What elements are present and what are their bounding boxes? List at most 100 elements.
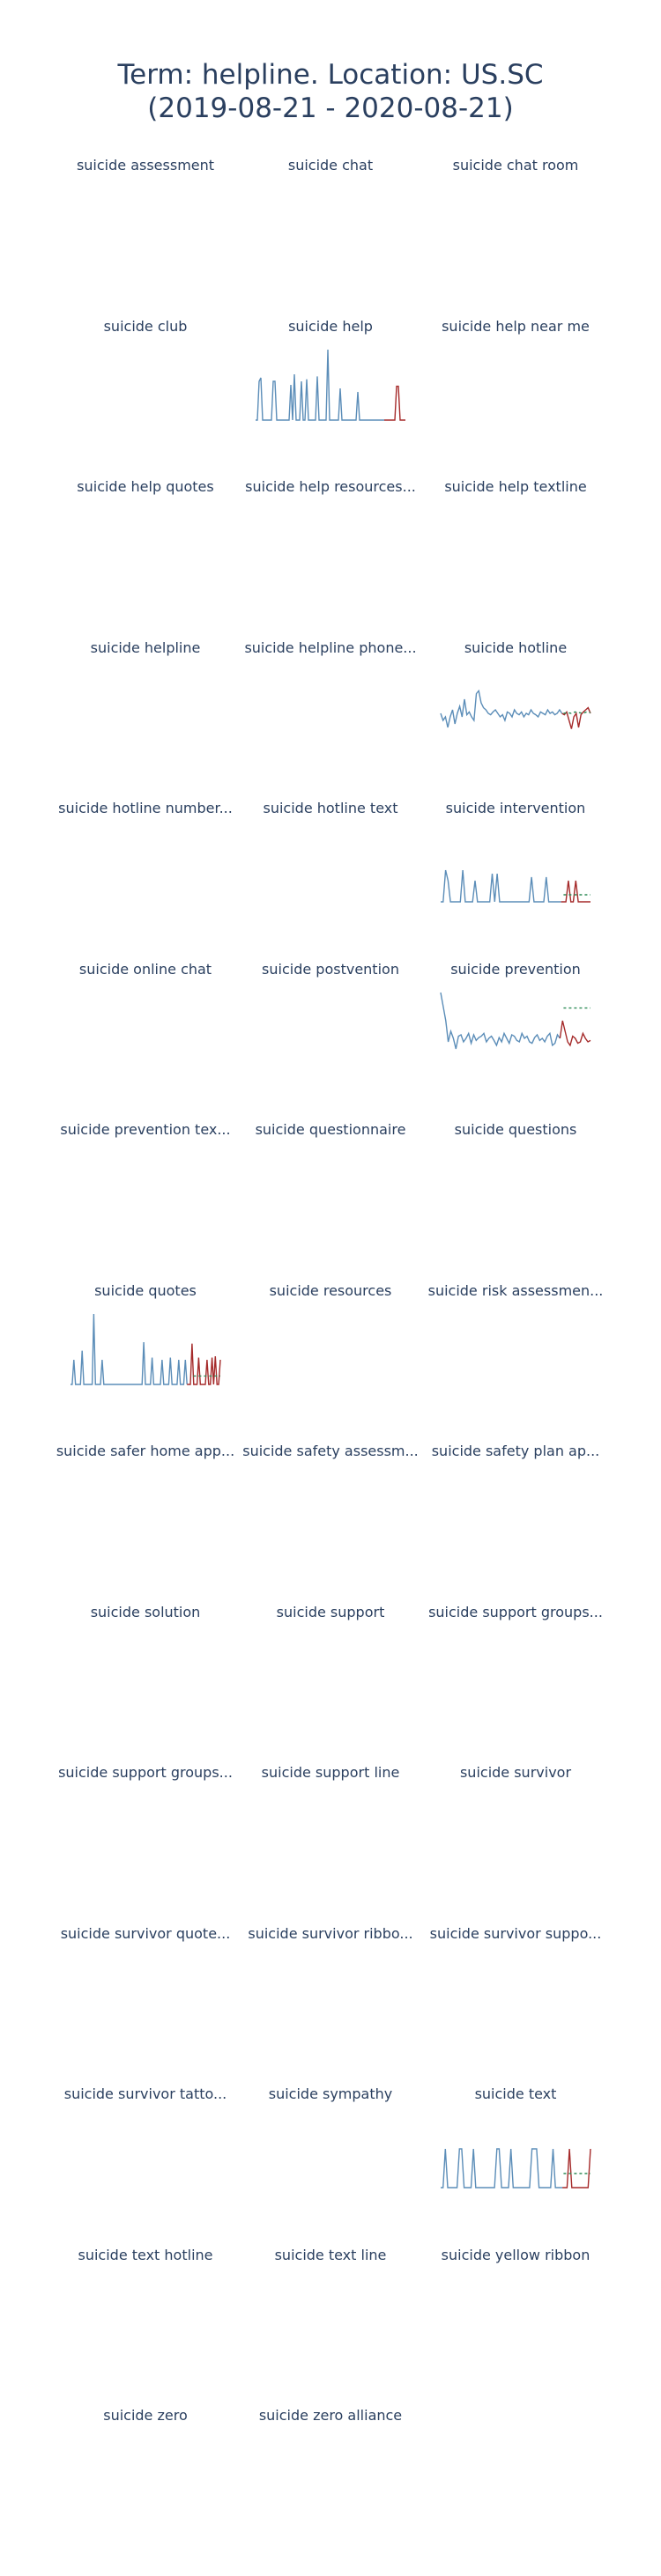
panel-sparkline <box>441 869 590 903</box>
panel-title: suicide intervention <box>445 800 586 816</box>
chart-panel: suicide sympathy <box>247 2085 414 2218</box>
panel-title: suicide hotline text <box>263 800 398 816</box>
panel-sparkline <box>440 992 591 1049</box>
panel-title: suicide chat room <box>452 157 579 173</box>
chart-panel: suicide prevention tex... <box>60 1121 230 1253</box>
panel-title: suicide text hotline <box>78 2246 213 2263</box>
panel-title: suicide online chat <box>78 960 212 978</box>
panel-title: suicide yellow ribbon <box>441 2246 590 2263</box>
chart-title-line1: Term: helpline. Location: US.SC <box>117 59 544 91</box>
panel-title: suicide solution <box>90 1603 201 1620</box>
panel-title: suicide survivor quote... <box>60 1924 231 1942</box>
panel-title: suicide prevention tex... <box>60 1121 231 1138</box>
chart-panel: suicide postvention <box>247 961 414 1093</box>
panel-title: suicide text <box>474 2085 557 2102</box>
chart-panel: suicide zero alliance <box>247 2407 414 2539</box>
panel-sparkline <box>256 349 405 421</box>
chart-title-line2: (2019-08-21 - 2020-08-21) <box>147 92 514 124</box>
recent-series-line <box>187 1343 221 1385</box>
panel-title: suicide support <box>276 1603 385 1620</box>
chart-panel: suicide hotline <box>432 639 599 771</box>
chart-title: Term: helpline. Location: US.SC (2019-08… <box>0 58 661 125</box>
panel-title: suicide safety assessm... <box>242 1443 419 1459</box>
panel-title: suicide help near me <box>442 317 590 335</box>
panel-title: suicide support line <box>261 1764 400 1781</box>
chart-panel: suicide prevention <box>432 961 599 1093</box>
history-series-line <box>256 349 384 421</box>
history-series-line <box>441 2148 563 2188</box>
chart-panel: suicide questionnaire <box>247 1121 414 1253</box>
chart-panel: suicide helpline phone... <box>244 639 416 771</box>
panel-title: suicide support groups... <box>58 1764 233 1781</box>
panel-title: suicide hotline number... <box>58 800 233 816</box>
panel-title: suicide sympathy <box>268 2085 393 2102</box>
panel-title: suicide helpline phone... <box>244 638 417 656</box>
panel-title: suicide help quotes <box>77 478 214 495</box>
history-series-line <box>71 1313 188 1385</box>
chart-panel: suicide risk assessmen... <box>428 1282 604 1414</box>
chart-panel: suicide help quotes <box>62 478 229 610</box>
chart-panel: suicide support <box>247 1604 414 1736</box>
chart-panel: suicide questions <box>432 1121 599 1253</box>
chart-panel: suicide help near me <box>432 318 599 450</box>
history-series-line <box>441 869 561 903</box>
panel-title: suicide safer home app... <box>56 1443 235 1459</box>
panel-sparkline <box>441 2148 591 2188</box>
chart-panel: suicide text line <box>247 2247 414 2379</box>
chart-panel: suicide survivor quote... <box>61 1925 231 2057</box>
panel-title: suicide postvention <box>262 960 399 978</box>
chart-panel: suicide help resources... <box>245 478 416 610</box>
chart-panel: suicide quotes <box>62 1282 229 1414</box>
chart-panel: suicide assessment <box>62 157 229 289</box>
panel-title: suicide text line <box>274 2246 387 2263</box>
panel-title: suicide survivor suppo... <box>429 1924 602 1942</box>
panel-title: suicide chat <box>287 157 374 173</box>
chart-panel: suicide help textline <box>432 478 599 610</box>
panel-title: suicide help resources... <box>245 478 416 495</box>
chart-panel: suicide support line <box>247 1764 414 1896</box>
chart-panel: suicide safety assessm... <box>242 1443 419 1575</box>
chart-panel: suicide survivor suppo... <box>430 1925 602 2057</box>
chart-panel: suicide help <box>247 318 414 450</box>
history-series-line <box>440 689 563 727</box>
panel-sparkline <box>440 689 591 729</box>
panel-title: suicide assessment <box>76 157 215 173</box>
chart-panel: suicide solution <box>62 1604 229 1736</box>
chart-panel: suicide safer home app... <box>56 1443 234 1575</box>
chart-panel: suicide club <box>62 318 229 450</box>
chart-panel: suicide support groups... <box>58 1764 233 1896</box>
panel-title: suicide help <box>288 317 373 335</box>
chart-panel: suicide zero <box>62 2407 229 2539</box>
panel-title: suicide support groups... <box>428 1603 603 1620</box>
chart-panel: suicide support groups... <box>428 1604 603 1736</box>
chart-panel: suicide survivor tatto... <box>62 2085 229 2218</box>
panel-title: suicide zero <box>103 2407 188 2424</box>
panel-title: suicide zero alliance <box>258 2407 403 2424</box>
chart-panel: suicide survivor ribbo... <box>247 1925 414 2057</box>
panel-title: suicide hotline <box>464 638 568 656</box>
panel-title: suicide survivor tatto... <box>63 2085 227 2102</box>
chart-panel: suicide hotline text <box>247 800 414 932</box>
chart-panel: suicide safety plan ap... <box>432 1443 600 1575</box>
recent-series-line <box>384 385 405 421</box>
panel-title: suicide safety plan ap... <box>431 1443 600 1459</box>
panel-title: suicide club <box>103 317 188 335</box>
chart-panel: suicide chat room <box>432 157 599 289</box>
recent-series-line <box>561 880 590 903</box>
chart-panel: suicide resources <box>247 1282 414 1414</box>
recent-series-line <box>561 705 591 729</box>
panel-title: suicide help textline <box>444 478 587 495</box>
chart-panel: suicide intervention <box>432 800 599 932</box>
panel-title: suicide prevention <box>450 960 581 978</box>
chart-panel: suicide survivor <box>432 1764 599 1896</box>
forecast-series-line <box>563 711 591 714</box>
chart-panel: suicide online chat <box>62 961 229 1093</box>
chart-panel: suicide text <box>432 2085 599 2218</box>
panel-title: suicide questionnaire <box>255 1121 406 1138</box>
panel-title: suicide risk assessmen... <box>427 1281 604 1299</box>
panel-title: suicide survivor <box>459 1764 572 1781</box>
panel-sparkline <box>71 1313 221 1385</box>
chart-panel: suicide yellow ribbon <box>432 2247 599 2379</box>
history-series-line <box>440 992 561 1049</box>
panel-title: suicide quotes <box>94 1281 197 1299</box>
